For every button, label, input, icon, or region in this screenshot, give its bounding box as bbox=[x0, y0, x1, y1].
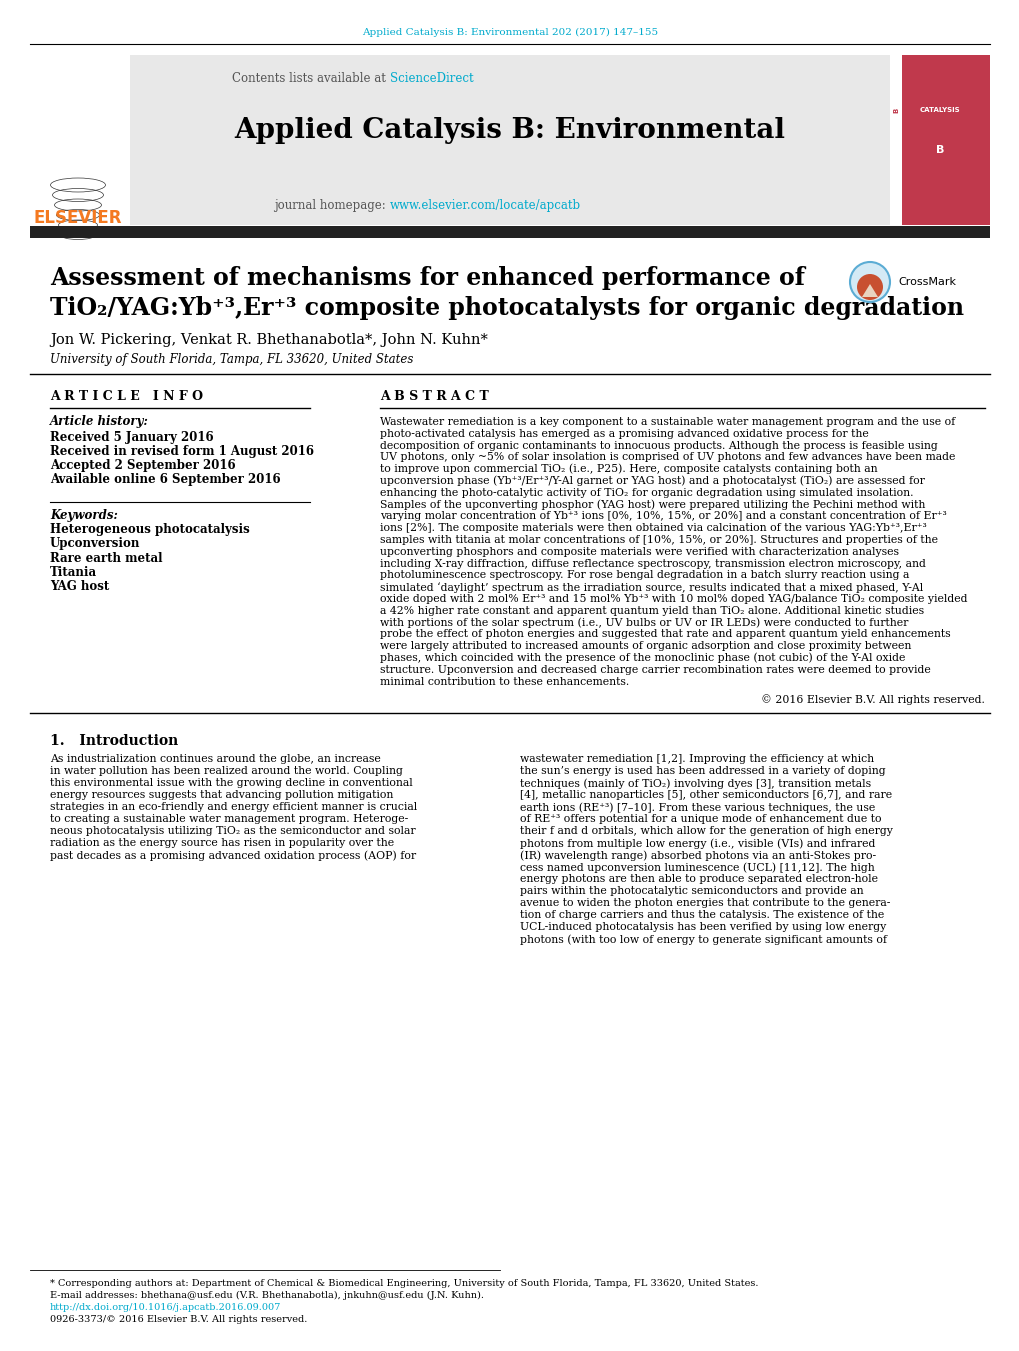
Text: upconverting phosphors and composite materials were verified with characterizati: upconverting phosphors and composite mat… bbox=[380, 547, 898, 557]
Text: ions [2%]. The composite materials were then obtained via calcination of the var: ions [2%]. The composite materials were … bbox=[380, 523, 926, 534]
Text: Contents lists available at: Contents lists available at bbox=[232, 72, 389, 85]
Text: University of South Florida, Tampa, FL 33620, United States: University of South Florida, Tampa, FL 3… bbox=[50, 354, 413, 366]
Text: strategies in an eco-friendly and energy efficient manner is crucial: strategies in an eco-friendly and energy… bbox=[50, 802, 417, 812]
Polygon shape bbox=[861, 284, 877, 297]
Text: this environmental issue with the growing decline in conventional: this environmental issue with the growin… bbox=[50, 778, 413, 789]
Text: Heterogeneous photocatalysis: Heterogeneous photocatalysis bbox=[50, 523, 250, 536]
Text: photons from multiple low energy (i.e., visible (VIs) and infrared: photons from multiple low energy (i.e., … bbox=[520, 838, 874, 848]
Text: CATALYSIS: CATALYSIS bbox=[919, 107, 959, 113]
Text: enhancing the photo-catalytic activity of TiO₂ for organic degradation using sim: enhancing the photo-catalytic activity o… bbox=[380, 488, 913, 497]
Text: journal homepage:: journal homepage: bbox=[274, 199, 389, 212]
Text: avenue to widen the photon energies that contribute to the genera-: avenue to widen the photon energies that… bbox=[520, 898, 890, 908]
Text: Applied Catalysis B: Environmental 202 (2017) 147–155: Applied Catalysis B: Environmental 202 (… bbox=[362, 27, 657, 36]
Text: photoluminescence spectroscopy. For rose bengal degradation in a batch slurry re: photoluminescence spectroscopy. For rose… bbox=[380, 570, 909, 581]
Text: were largely attributed to increased amounts of organic adsorption and close pro: were largely attributed to increased amo… bbox=[380, 642, 911, 651]
Text: photo-activated catalysis has emerged as a promising advanced oxidative process : photo-activated catalysis has emerged as… bbox=[380, 428, 868, 439]
Text: UCL-induced photocatalysis has been verified by using low energy: UCL-induced photocatalysis has been veri… bbox=[520, 923, 886, 932]
Text: Wastewater remediation is a key component to a sustainable water management prog: Wastewater remediation is a key componen… bbox=[380, 417, 955, 427]
Text: Applied Catalysis B: Environmental: Applied Catalysis B: Environmental bbox=[234, 116, 785, 143]
Text: Rare earth metal: Rare earth metal bbox=[50, 551, 162, 565]
Text: neous photocatalysis utilizing TiO₂ as the semiconductor and solar: neous photocatalysis utilizing TiO₂ as t… bbox=[50, 827, 415, 836]
Text: tion of charge carriers and thus the catalysis. The existence of the: tion of charge carriers and thus the cat… bbox=[520, 911, 883, 920]
Text: CrossMark: CrossMark bbox=[897, 277, 955, 286]
Text: radiation as the energy source has risen in popularity over the: radiation as the energy source has risen… bbox=[50, 839, 393, 848]
Text: of RE⁺³ offers potential for a unique mode of enhancement due to: of RE⁺³ offers potential for a unique mo… bbox=[520, 815, 880, 824]
Text: Available online 6 September 2016: Available online 6 September 2016 bbox=[50, 473, 280, 485]
Text: UV photons, only ~5% of solar insolation is comprised of UV photons and few adva: UV photons, only ~5% of solar insolation… bbox=[380, 453, 955, 462]
Text: energy resources suggests that advancing pollution mitigation: energy resources suggests that advancing… bbox=[50, 790, 393, 800]
Text: © 2016 Elsevier B.V. All rights reserved.: © 2016 Elsevier B.V. All rights reserved… bbox=[760, 694, 984, 705]
Text: a 42% higher rate constant and apparent quantum yield than TiO₂ alone. Additiona: a 42% higher rate constant and apparent … bbox=[380, 605, 923, 616]
Text: Article history:: Article history: bbox=[50, 416, 149, 428]
Bar bbox=[129, 55, 890, 226]
Text: Accepted 2 September 2016: Accepted 2 September 2016 bbox=[50, 458, 235, 471]
Text: * Corresponding authors at: Department of Chemical & Biomedical Engineering, Uni: * Corresponding authors at: Department o… bbox=[50, 1278, 758, 1288]
Text: techniques (mainly of TiO₂) involving dyes [3], transition metals: techniques (mainly of TiO₂) involving dy… bbox=[520, 778, 870, 789]
Text: the sun’s energy is used has been addressed in a variety of doping: the sun’s energy is used has been addres… bbox=[520, 766, 884, 777]
Text: Samples of the upconverting phosphor (YAG host) were prepared utilizing the Pech: Samples of the upconverting phosphor (YA… bbox=[380, 500, 924, 509]
Text: Assessment of mechanisms for enhanced performance of: Assessment of mechanisms for enhanced pe… bbox=[50, 266, 804, 290]
Text: wastewater remediation [1,2]. Improving the efficiency at which: wastewater remediation [1,2]. Improving … bbox=[520, 754, 873, 765]
Text: including X-ray diffraction, diffuse reflectance spectroscopy, transmission elec: including X-ray diffraction, diffuse ref… bbox=[380, 558, 925, 569]
Text: Upconversion: Upconversion bbox=[50, 538, 141, 550]
Text: energy photons are then able to produce separated electron-hole: energy photons are then able to produce … bbox=[520, 874, 877, 885]
Text: varying molar concentration of Yb⁺³ ions [0%, 10%, 15%, or 20%] and a constant c: varying molar concentration of Yb⁺³ ions… bbox=[380, 512, 946, 521]
Text: Jon W. Pickering, Venkat R. Bhethanabotla*, John N. Kuhn*: Jon W. Pickering, Venkat R. Bhethanabotl… bbox=[50, 332, 487, 347]
Text: Titania: Titania bbox=[50, 566, 97, 578]
Text: B: B bbox=[934, 145, 944, 155]
Circle shape bbox=[856, 274, 882, 300]
Text: to creating a sustainable water management program. Heteroge-: to creating a sustainable water manageme… bbox=[50, 815, 408, 824]
Text: A B S T R A C T: A B S T R A C T bbox=[380, 390, 488, 404]
Bar bbox=[30, 55, 129, 226]
Text: (IR) wavelength range) absorbed photons via an anti-Stokes pro-: (IR) wavelength range) absorbed photons … bbox=[520, 850, 875, 861]
Text: 1.   Introduction: 1. Introduction bbox=[50, 735, 178, 748]
Text: http://dx.doi.org/10.1016/j.apcatb.2016.09.007: http://dx.doi.org/10.1016/j.apcatb.2016.… bbox=[50, 1304, 281, 1313]
Text: www.elsevier.com/locate/apcatb: www.elsevier.com/locate/apcatb bbox=[389, 199, 581, 212]
Text: pairs within the photocatalytic semiconductors and provide an: pairs within the photocatalytic semicond… bbox=[520, 886, 863, 897]
Text: Keywords:: Keywords: bbox=[50, 508, 118, 521]
Text: earth ions (RE⁺³) [7–10]. From these various techniques, the use: earth ions (RE⁺³) [7–10]. From these var… bbox=[520, 802, 874, 813]
Text: TiO₂/YAG:Yb⁺³,Er⁺³ composite photocatalysts for organic degradation: TiO₂/YAG:Yb⁺³,Er⁺³ composite photocataly… bbox=[50, 296, 963, 320]
Text: B: B bbox=[892, 107, 898, 112]
Text: cess named upconversion luminescence (UCL) [11,12]. The high: cess named upconversion luminescence (UC… bbox=[520, 862, 874, 873]
Bar bbox=[890, 55, 989, 226]
Text: structure. Upconversion and decreased charge carrier recombination rates were de: structure. Upconversion and decreased ch… bbox=[380, 665, 930, 674]
Text: photons (with too low of energy to generate significant amounts of: photons (with too low of energy to gener… bbox=[520, 934, 887, 944]
Circle shape bbox=[849, 262, 890, 303]
Text: ELSEVIER: ELSEVIER bbox=[34, 209, 122, 227]
Text: simulated ‘daylight’ spectrum as the irradiation source, results indicated that : simulated ‘daylight’ spectrum as the irr… bbox=[380, 582, 922, 593]
Text: oxide doped with 2 mol% Er⁺³ and 15 mol% Yb⁺³ with 10 mol% doped YAG/balance TiO: oxide doped with 2 mol% Er⁺³ and 15 mol%… bbox=[380, 594, 967, 604]
Bar bbox=[890, 55, 901, 226]
Text: with portions of the solar spectrum (i.e., UV bulbs or UV or IR LEDs) were condu: with portions of the solar spectrum (i.e… bbox=[380, 617, 908, 628]
Text: decomposition of organic contaminants to innocuous products. Although the proces: decomposition of organic contaminants to… bbox=[380, 440, 936, 451]
Text: probe the effect of photon energies and suggested that rate and apparent quantum: probe the effect of photon energies and … bbox=[380, 630, 950, 639]
Text: minimal contribution to these enhancements.: minimal contribution to these enhancemen… bbox=[380, 677, 629, 686]
Text: in water pollution has been realized around the world. Coupling: in water pollution has been realized aro… bbox=[50, 766, 403, 777]
Text: upconversion phase (Yb⁺³/Er⁺³/Y-Al garnet or YAG host) and a photocatalyst (TiO₂: upconversion phase (Yb⁺³/Er⁺³/Y-Al garne… bbox=[380, 476, 924, 486]
Text: to improve upon commercial TiO₂ (i.e., P25). Here, composite catalysts containin: to improve upon commercial TiO₂ (i.e., P… bbox=[380, 463, 876, 474]
Text: past decades as a promising advanced oxidation process (AOP) for: past decades as a promising advanced oxi… bbox=[50, 850, 416, 861]
Bar bbox=[30, 226, 989, 238]
Text: Received in revised form 1 August 2016: Received in revised form 1 August 2016 bbox=[50, 444, 314, 458]
Text: YAG host: YAG host bbox=[50, 580, 109, 593]
Text: Received 5 January 2016: Received 5 January 2016 bbox=[50, 431, 213, 443]
Text: ScienceDirect: ScienceDirect bbox=[389, 72, 473, 85]
Text: samples with titania at molar concentrations of [10%, 15%, or 20%]. Structures a: samples with titania at molar concentrat… bbox=[380, 535, 937, 544]
Text: 0926-3373/© 2016 Elsevier B.V. All rights reserved.: 0926-3373/© 2016 Elsevier B.V. All right… bbox=[50, 1316, 307, 1324]
Text: [4], metallic nanoparticles [5], other semiconductors [6,7], and rare: [4], metallic nanoparticles [5], other s… bbox=[520, 790, 892, 800]
Text: As industrialization continues around the globe, an increase: As industrialization continues around th… bbox=[50, 754, 380, 765]
Text: their f and d orbitals, which allow for the generation of high energy: their f and d orbitals, which allow for … bbox=[520, 827, 892, 836]
Text: E-mail addresses: bhethana@usf.edu (V.R. Bhethanabotla), jnkuhn@usf.edu (J.N. Ku: E-mail addresses: bhethana@usf.edu (V.R.… bbox=[50, 1290, 484, 1300]
Text: A R T I C L E   I N F O: A R T I C L E I N F O bbox=[50, 390, 203, 404]
Text: phases, which coincided with the presence of the monoclinic phase (not cubic) of: phases, which coincided with the presenc… bbox=[380, 653, 905, 663]
